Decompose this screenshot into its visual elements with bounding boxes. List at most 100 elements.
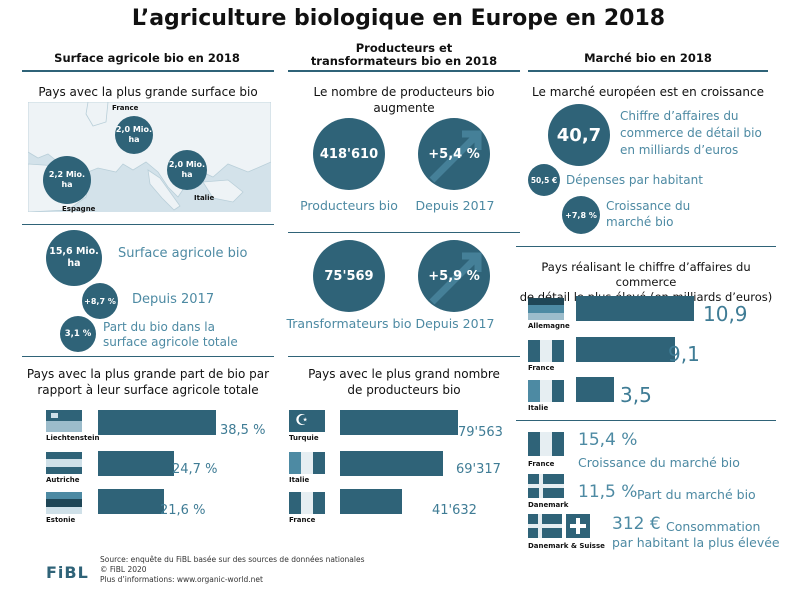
bar-liechtenstein: [98, 410, 216, 435]
denmark-share-value: 11,5 %: [578, 482, 638, 502]
bar-france: [340, 489, 402, 514]
arrow-up-icon: [429, 130, 482, 183]
processors-label: Transformateurs bio: [286, 316, 412, 331]
producers-growth-label: Depuis 2017: [415, 198, 495, 213]
map-circle-spain: 2,2 Mio. ha: [43, 156, 91, 204]
label-estonia: Estonie: [46, 516, 76, 524]
col2-subtitle: Le nombre de producteurs bio augmente: [313, 85, 495, 115]
surface-circle: 15,6 Mio. ha: [46, 230, 102, 286]
retail-label-line1: Chiffre d’affaires du: [620, 109, 739, 123]
col1-header-rule: [22, 70, 274, 72]
producers-value: 418'610: [319, 146, 379, 162]
label-italy: Italie: [289, 476, 310, 484]
share-value: 3,1 %: [64, 329, 92, 339]
source-line2: © FiBL 2020: [100, 565, 147, 574]
map-value-spain: 2,2 Mio. ha: [48, 170, 86, 189]
consumption-value: 312 €: [612, 514, 661, 534]
label-denmark: Danemark: [528, 501, 569, 509]
retail-value: 40,7: [556, 124, 602, 146]
retail-label-line2: commerce de détail bio: [620, 126, 762, 140]
col2-header-rule: [288, 70, 520, 72]
retail-circle: 40,7: [548, 104, 610, 166]
col1-share-title-line1: Pays avec la plus grande part de bio par: [26, 367, 270, 381]
fibl-logo: FiBL: [46, 563, 89, 582]
col2-divider-1: [288, 232, 520, 233]
bar-estonia: [98, 489, 164, 514]
flag-switzerland: [566, 514, 590, 538]
col1-share-title: Pays avec la plus grande part de bio par…: [22, 366, 274, 398]
label-france-growth: France: [528, 460, 555, 468]
europe-map-shape: [28, 102, 271, 212]
surface-label: Surface agricole bio: [118, 246, 248, 261]
market-growth-value: +7,8 %: [565, 210, 597, 220]
col1-divider-2: [22, 356, 274, 357]
consumption-label-line2: par habitant la plus élevée: [612, 535, 780, 550]
market-growth-circle: +7,8 %: [562, 196, 600, 234]
label-france-market: France: [528, 364, 555, 372]
col3-subtitle: Le marché européen est en croissance: [532, 85, 764, 99]
map-value-france: 2,0 Mio. ha: [115, 125, 153, 144]
col3-top-title-line1: Pays réalisant le chiffre d’affaires du …: [541, 260, 751, 289]
value-italy-market: 3,5: [620, 383, 652, 407]
arrow-up-icon-2: [429, 252, 482, 305]
producers-circle: 418'610: [313, 118, 385, 190]
flag-italy: [289, 452, 325, 474]
france-growth-value: 15,4 %: [578, 430, 638, 450]
europe-map: [28, 102, 271, 212]
bar-germany: [576, 296, 694, 321]
col2-divider-2: [288, 356, 520, 357]
flag-germany: [528, 298, 564, 320]
label-germany: Allemagne: [528, 322, 570, 330]
col3-divider-2: [516, 420, 776, 421]
processors-growth-label: Depuis 2017: [415, 316, 495, 331]
processors-circle: 75'569: [313, 240, 385, 312]
map-label-italy: Italie: [194, 194, 215, 202]
col2-header-line2: transformateurs bio en 2018: [310, 54, 498, 68]
surface-growth-circle: +8,7 %: [82, 283, 118, 319]
processors-growth-circle: +5,9 %: [418, 240, 490, 312]
col3-header-rule: [528, 70, 768, 72]
retail-label: Chiffre d’affaires du commerce de détail…: [620, 108, 762, 159]
consumption-label-line1: Consommation: [666, 519, 761, 534]
bar-france-market: [576, 337, 675, 362]
label-france: France: [289, 516, 316, 524]
flag-france-market: [528, 340, 564, 362]
bar-italy: [340, 451, 443, 476]
flag-estonia: [46, 492, 82, 514]
flag-france: [289, 492, 325, 514]
spend-label: Dépenses par habitant: [566, 173, 703, 187]
spend-value: 50,5 €: [530, 175, 558, 185]
value-austria: 24,7 %: [172, 462, 218, 477]
value-germany: 10,9: [703, 302, 748, 326]
crescent-icon: ☪: [295, 411, 309, 429]
label-denmark-switzerland: Danemark & Suisse: [528, 542, 605, 550]
label-austria: Autriche: [46, 476, 80, 484]
producers-growth-value: +5,4 %: [428, 146, 480, 162]
value-estonia: 21,6 %: [160, 503, 206, 518]
bar-turkey: [340, 410, 458, 435]
bar-austria: [98, 451, 174, 476]
value-france: 41'632: [432, 503, 477, 518]
processors-growth-value: +5,9 %: [428, 268, 480, 284]
share-circle: 3,1 %: [60, 316, 96, 352]
page-title: L’agriculture biologique en Europe en 20…: [131, 6, 666, 31]
value-italy: 69'317: [456, 462, 501, 477]
flag-denmark: [528, 474, 564, 498]
label-liechtenstein: Liechtenstein: [46, 434, 100, 442]
surface-value: 15,6 Mio. ha: [49, 246, 99, 269]
map-label-spain: Espagne: [62, 205, 96, 213]
producers-label: Producteurs bio: [300, 198, 398, 213]
col2-header-line1: Producteurs et: [355, 41, 453, 55]
flag-denmark-2: [528, 514, 562, 538]
col2-top-title-line2: de producteurs bio: [347, 383, 461, 397]
share-label-line1: Part du bio dans la: [103, 320, 215, 334]
flag-france-growth: [528, 432, 564, 456]
surface-growth-value: +8,7 %: [84, 296, 116, 306]
share-label: Part du bio dans la surface agricole tot…: [103, 320, 238, 350]
col2-top-title: Pays avec le plus grand nombre de produc…: [288, 366, 520, 398]
value-france-market: 9,1: [668, 342, 700, 366]
col2-top-title-line1: Pays avec le plus grand nombre: [308, 367, 500, 381]
market-growth-label-line1: Croissance du: [606, 199, 691, 213]
col2-header: Producteurs et transformateurs bio en 20…: [288, 42, 520, 68]
value-turkey: 79'563: [458, 425, 503, 440]
